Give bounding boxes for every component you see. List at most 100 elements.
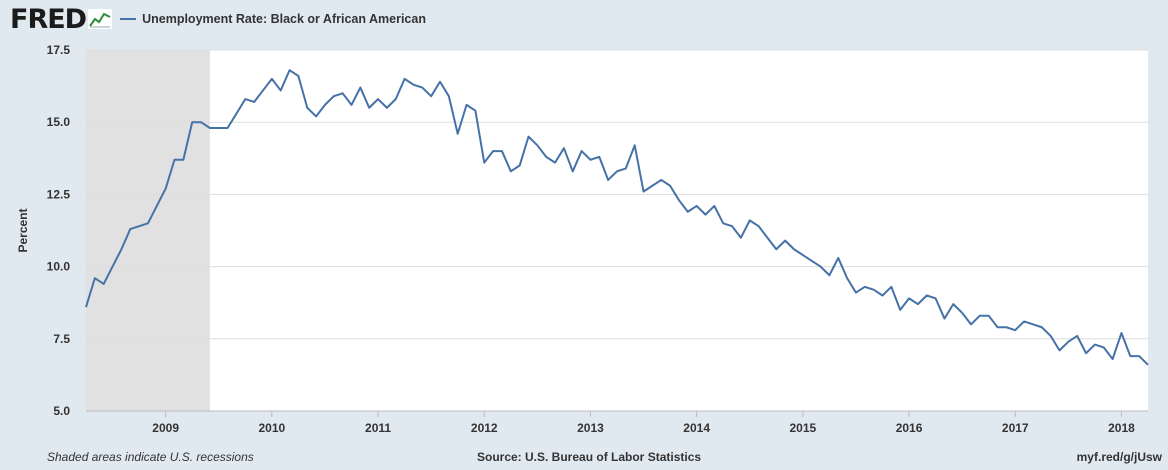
- data-point[interactable]: [553, 161, 557, 165]
- data-point[interactable]: [155, 204, 159, 208]
- data-point[interactable]: [367, 106, 371, 110]
- data-point[interactable]: [1075, 334, 1079, 338]
- data-point[interactable]: [350, 103, 354, 107]
- data-point[interactable]: [1004, 325, 1008, 329]
- data-point[interactable]: [243, 97, 247, 101]
- data-point[interactable]: [128, 227, 132, 231]
- data-point[interactable]: [827, 273, 831, 277]
- data-point[interactable]: [562, 146, 566, 150]
- data-point[interactable]: [279, 88, 283, 92]
- data-point[interactable]: [1066, 340, 1070, 344]
- data-point[interactable]: [925, 293, 929, 297]
- series-line[interactable]: [85, 69, 1149, 366]
- data-point[interactable]: [376, 97, 380, 101]
- data-point[interactable]: [659, 178, 663, 182]
- data-point[interactable]: [686, 210, 690, 214]
- data-point[interactable]: [332, 94, 336, 98]
- data-point[interactable]: [1084, 351, 1088, 355]
- data-point[interactable]: [960, 311, 964, 315]
- data-point[interactable]: [597, 155, 601, 159]
- data-point[interactable]: [1128, 354, 1132, 358]
- data-point[interactable]: [535, 143, 539, 147]
- data-point[interactable]: [757, 224, 761, 228]
- data-point[interactable]: [978, 314, 982, 318]
- data-point[interactable]: [881, 293, 885, 297]
- data-point[interactable]: [783, 239, 787, 243]
- data-point[interactable]: [173, 158, 177, 162]
- data-point[interactable]: [252, 100, 256, 104]
- data-point[interactable]: [1022, 319, 1026, 323]
- data-point[interactable]: [748, 218, 752, 222]
- data-point[interactable]: [164, 187, 168, 191]
- data-point[interactable]: [624, 166, 628, 170]
- data-point[interactable]: [527, 135, 531, 139]
- data-point[interactable]: [314, 114, 318, 118]
- data-point[interactable]: [385, 106, 389, 110]
- data-point[interactable]: [1137, 354, 1141, 358]
- data-point[interactable]: [712, 204, 716, 208]
- data-point[interactable]: [429, 94, 433, 98]
- data-point[interactable]: [181, 158, 185, 162]
- data-point[interactable]: [358, 86, 362, 90]
- data-point[interactable]: [668, 184, 672, 188]
- data-point[interactable]: [146, 221, 150, 225]
- data-point[interactable]: [190, 120, 194, 124]
- data-point[interactable]: [323, 103, 327, 107]
- data-point[interactable]: [518, 164, 522, 168]
- data-point[interactable]: [642, 190, 646, 194]
- data-point[interactable]: [996, 325, 1000, 329]
- data-point[interactable]: [509, 169, 513, 173]
- data-point[interactable]: [465, 103, 469, 107]
- data-point[interactable]: [1111, 357, 1115, 361]
- data-point[interactable]: [1040, 325, 1044, 329]
- chart-area[interactable]: 5.0 7.5 10.0 12.5 15.0 17.5 2009 2010 2011 2012 20…: [0, 0, 1168, 450]
- data-point[interactable]: [898, 308, 902, 312]
- data-point[interactable]: [1049, 334, 1053, 338]
- data-point[interactable]: [420, 86, 424, 90]
- data-point[interactable]: [695, 204, 699, 208]
- data-point[interactable]: [1058, 348, 1062, 352]
- data-point[interactable]: [934, 296, 938, 300]
- data-point[interactable]: [889, 285, 893, 289]
- data-point[interactable]: [270, 77, 274, 81]
- data-point[interactable]: [500, 149, 504, 153]
- data-point[interactable]: [119, 247, 123, 251]
- data-point[interactable]: [1146, 363, 1150, 367]
- data-point[interactable]: [341, 91, 345, 95]
- data-point[interactable]: [721, 221, 725, 225]
- data-point[interactable]: [1119, 331, 1123, 335]
- data-point[interactable]: [606, 178, 610, 182]
- data-point[interactable]: [819, 265, 823, 269]
- data-point[interactable]: [987, 314, 991, 318]
- data-point[interactable]: [111, 265, 115, 269]
- data-point[interactable]: [801, 253, 805, 257]
- data-point[interactable]: [854, 291, 858, 295]
- data-point[interactable]: [580, 149, 584, 153]
- data-point[interactable]: [226, 126, 230, 130]
- data-point[interactable]: [438, 80, 442, 84]
- data-point[interactable]: [102, 282, 106, 286]
- data-point[interactable]: [704, 213, 708, 217]
- data-point[interactable]: [872, 288, 876, 292]
- data-point[interactable]: [810, 259, 814, 263]
- data-point[interactable]: [296, 74, 300, 78]
- data-point[interactable]: [1093, 343, 1097, 347]
- data-point[interactable]: [765, 236, 769, 240]
- data-point[interactable]: [447, 94, 451, 98]
- data-point[interactable]: [199, 120, 203, 124]
- data-point[interactable]: [1013, 328, 1017, 332]
- data-point[interactable]: [305, 106, 309, 110]
- data-point[interactable]: [84, 305, 88, 309]
- data-point[interactable]: [234, 112, 238, 116]
- data-point[interactable]: [491, 149, 495, 153]
- data-point[interactable]: [1031, 322, 1035, 326]
- data-point[interactable]: [208, 126, 212, 130]
- data-point[interactable]: [739, 236, 743, 240]
- data-point[interactable]: [792, 247, 796, 251]
- data-point[interactable]: [951, 302, 955, 306]
- data-point[interactable]: [730, 224, 734, 228]
- data-point[interactable]: [456, 132, 460, 136]
- data-point[interactable]: [137, 224, 141, 228]
- data-point[interactable]: [677, 198, 681, 202]
- data-point[interactable]: [288, 68, 292, 72]
